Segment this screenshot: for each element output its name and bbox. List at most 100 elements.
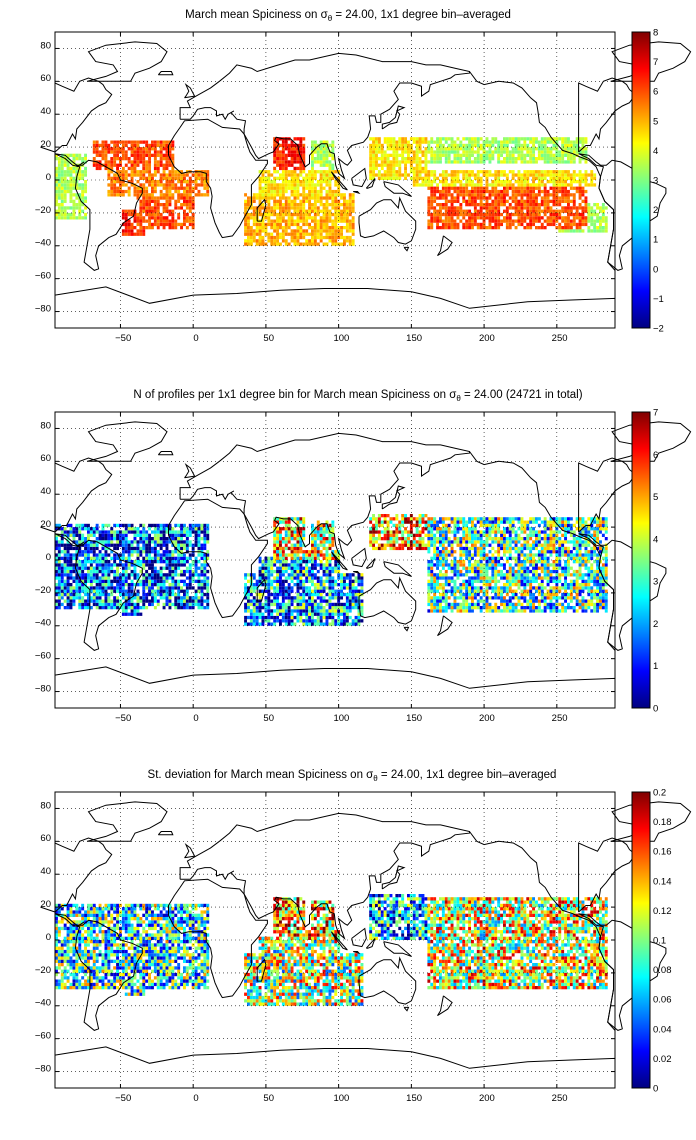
bin-cell bbox=[447, 226, 451, 230]
bin-cell bbox=[441, 186, 445, 190]
bin-cell bbox=[439, 150, 442, 154]
bin-cell bbox=[121, 573, 125, 577]
bin-cell bbox=[444, 209, 448, 213]
bin-cell bbox=[447, 160, 451, 164]
bin-cell bbox=[313, 140, 317, 144]
bin-cell bbox=[171, 183, 175, 187]
bin-cell bbox=[107, 579, 111, 583]
bin-cell bbox=[153, 180, 157, 184]
bin-cell bbox=[121, 579, 125, 583]
bin-cell bbox=[444, 160, 448, 164]
bin-cell bbox=[261, 602, 265, 607]
bin-cell bbox=[63, 186, 67, 190]
bin-cell bbox=[299, 517, 303, 521]
bin-cell bbox=[139, 186, 143, 190]
bin-cell bbox=[127, 523, 131, 528]
bin-cell bbox=[124, 209, 128, 213]
bin-cell bbox=[72, 176, 76, 180]
bin-cell bbox=[322, 222, 326, 227]
bin-cell bbox=[305, 550, 309, 554]
bin-cell bbox=[450, 170, 454, 174]
bin-cell bbox=[156, 527, 160, 531]
bin-cell bbox=[543, 153, 547, 157]
bin-cell bbox=[325, 189, 329, 194]
bin-cell bbox=[252, 583, 256, 587]
bin-cell bbox=[281, 157, 285, 161]
bin-cell bbox=[343, 242, 346, 246]
bin-cell bbox=[351, 199, 355, 203]
bin-cell bbox=[148, 563, 152, 567]
bin-cell bbox=[156, 209, 160, 213]
bin-cell bbox=[392, 153, 396, 157]
bin-cell bbox=[401, 160, 405, 164]
bin-cell bbox=[156, 592, 160, 597]
bin-cell bbox=[177, 573, 181, 577]
bin-cell bbox=[60, 160, 64, 164]
bin-cell bbox=[453, 160, 457, 164]
bin-cell bbox=[386, 143, 390, 148]
bin-cell bbox=[473, 196, 477, 200]
bin-cell bbox=[284, 153, 288, 157]
bin-cell bbox=[308, 589, 312, 593]
bin-cell bbox=[581, 157, 585, 161]
bin-cell bbox=[177, 599, 181, 603]
bin-cell bbox=[465, 212, 469, 217]
bin-cell bbox=[247, 573, 250, 577]
bin-cell bbox=[313, 216, 317, 220]
bin-cell bbox=[98, 602, 102, 607]
bin-cell bbox=[421, 183, 425, 187]
bin-cell bbox=[439, 209, 442, 213]
bin-cell bbox=[407, 173, 410, 177]
bin-cell bbox=[281, 569, 285, 574]
bin-cell bbox=[165, 150, 169, 154]
bin-cell bbox=[375, 153, 378, 157]
bin-cell bbox=[66, 189, 70, 194]
bin-cell bbox=[168, 563, 172, 567]
bin-cell bbox=[287, 606, 291, 610]
bin-cell bbox=[130, 550, 134, 554]
bin-cell bbox=[380, 157, 384, 161]
bin-cell bbox=[488, 183, 492, 187]
bin-cell bbox=[69, 566, 73, 570]
bin-cell bbox=[130, 583, 134, 587]
bin-cell bbox=[476, 176, 480, 180]
bin-cell bbox=[415, 173, 419, 177]
bin-cell bbox=[174, 219, 178, 223]
bin-cell bbox=[287, 573, 291, 577]
bin-cell bbox=[284, 239, 288, 243]
bin-cell bbox=[113, 143, 117, 148]
bin-cell bbox=[462, 150, 466, 154]
bin-cell bbox=[465, 170, 469, 174]
colorbar-tick-label: 0 bbox=[653, 264, 658, 275]
bin-cell bbox=[546, 199, 550, 203]
bin-cell bbox=[319, 209, 323, 213]
bin-cell bbox=[430, 196, 434, 200]
bin-cell bbox=[55, 556, 58, 560]
bin-cell bbox=[343, 193, 346, 197]
bin-cell bbox=[162, 602, 166, 607]
bin-cell bbox=[78, 560, 82, 564]
bin-cell bbox=[302, 196, 306, 200]
bin-cell bbox=[104, 166, 108, 171]
bin-cell bbox=[153, 560, 157, 564]
bin-cell bbox=[87, 543, 90, 547]
bin-cell bbox=[121, 153, 125, 157]
bin-cell bbox=[325, 140, 329, 144]
bin-cell bbox=[581, 140, 585, 144]
bin-cell bbox=[456, 206, 460, 210]
bin-cell bbox=[395, 153, 399, 157]
bin-cell bbox=[523, 199, 527, 203]
bin-cell bbox=[584, 147, 588, 151]
bin-cell bbox=[575, 186, 579, 190]
bin-cell bbox=[590, 206, 594, 210]
bin-cell bbox=[206, 173, 210, 177]
bin-cell bbox=[95, 153, 99, 157]
bin-cell bbox=[441, 203, 445, 207]
bin-cell bbox=[148, 586, 152, 590]
bin-cell bbox=[206, 540, 210, 544]
bin-cell bbox=[78, 212, 82, 217]
bin-cell bbox=[572, 206, 576, 210]
bin-cell bbox=[136, 602, 140, 607]
bin-cell bbox=[148, 546, 152, 551]
bin-cell bbox=[57, 189, 61, 194]
